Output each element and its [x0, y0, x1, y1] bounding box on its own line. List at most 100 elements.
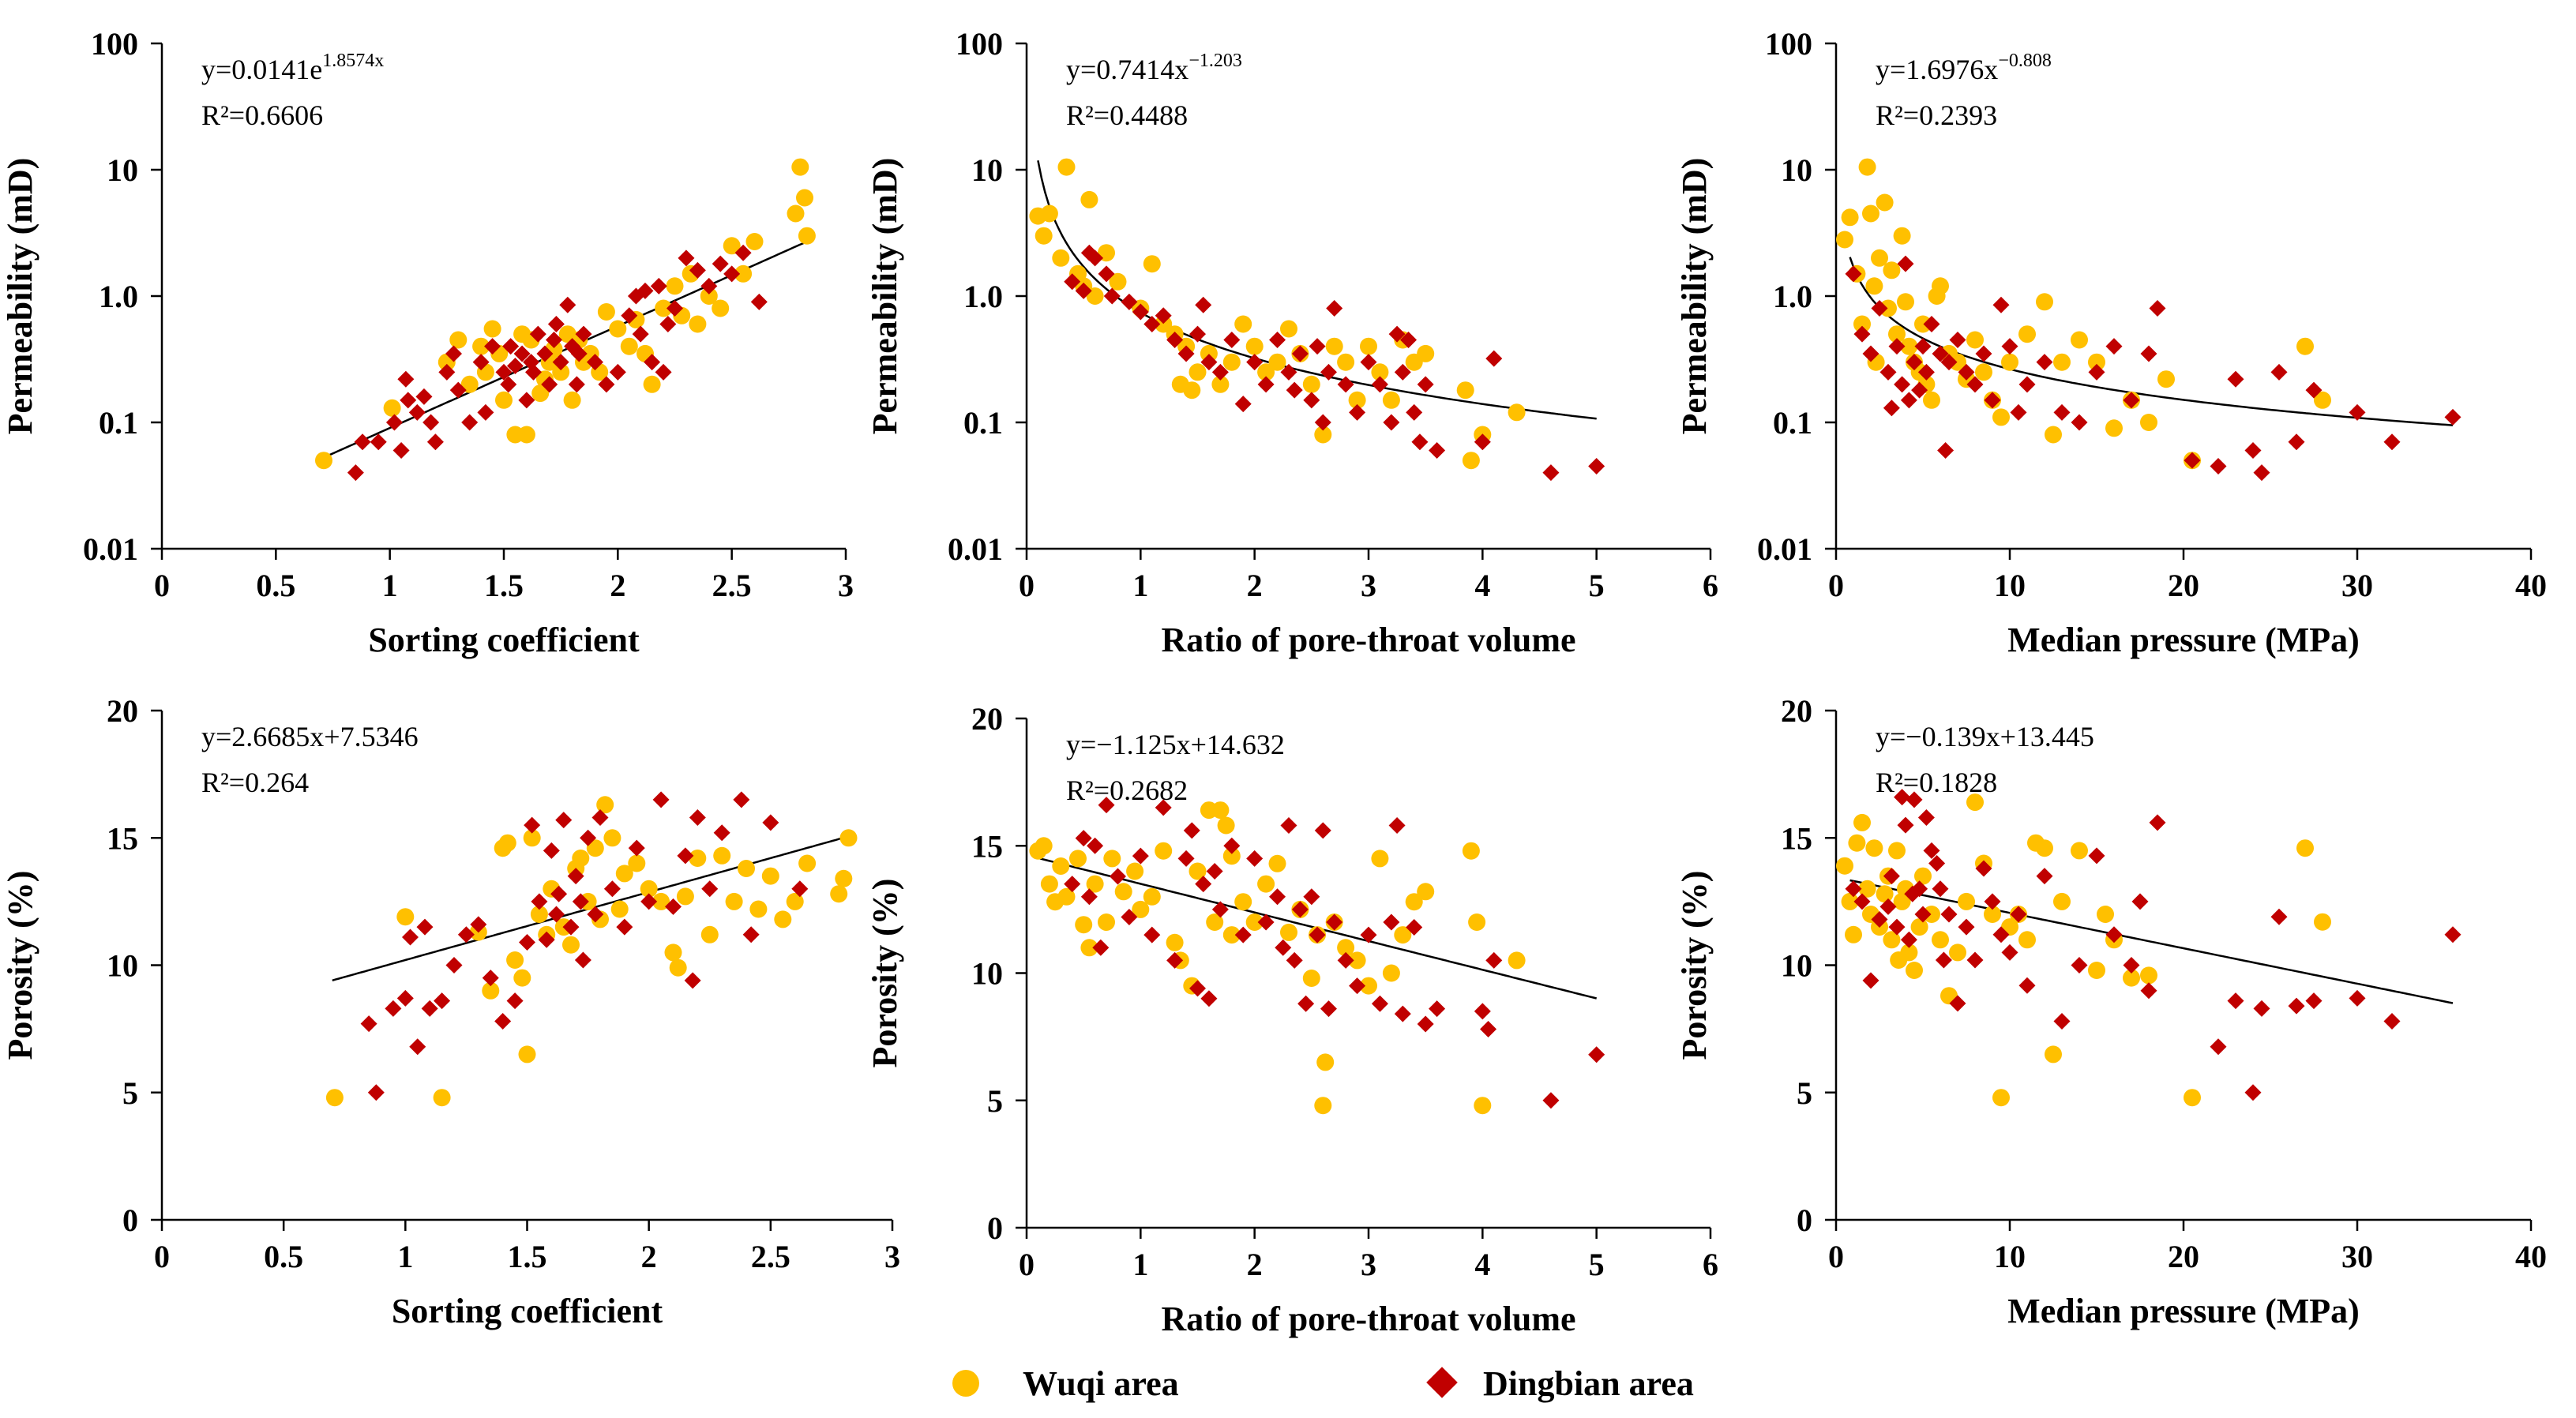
dingbian-point — [1917, 363, 1935, 381]
dingbian-point — [2288, 433, 2305, 451]
dingbian-point — [2036, 354, 2053, 371]
wuqi-point — [669, 958, 687, 977]
dingbian-point — [396, 989, 414, 1007]
y-tick-label: 15 — [1781, 820, 1812, 856]
x-tick-label: 30 — [2341, 1239, 2373, 1274]
dingbian-point — [1183, 822, 1200, 839]
y-tick-label: 10 — [107, 948, 138, 984]
dingbian-point — [2227, 370, 2244, 388]
dingbian-point — [1257, 376, 1275, 393]
dingbian-point — [1897, 816, 1914, 834]
wuqi-point — [1268, 353, 1286, 371]
dingbian-point — [1588, 457, 1605, 475]
dingbian-point — [461, 414, 479, 431]
dingbian-point — [1234, 396, 1252, 413]
dingbian-point — [1337, 376, 1354, 393]
dingbian-point — [1223, 837, 1241, 854]
dingbian-point — [628, 839, 645, 857]
dingbian-point — [536, 345, 554, 362]
y-tick-label: 5 — [1797, 1075, 1812, 1111]
wuqi-point — [563, 391, 581, 409]
dingbian-point — [1975, 345, 1992, 362]
wuqi-point — [1371, 850, 1389, 868]
dingbian-point — [1871, 910, 1888, 928]
dingbian-point — [1206, 863, 1223, 880]
y-tick-label: 5 — [122, 1075, 138, 1111]
dingbian-point — [1075, 282, 1092, 299]
wuqi-point — [2140, 414, 2157, 431]
wuqi-point — [517, 426, 535, 444]
wuqi-point — [1474, 1097, 1492, 1115]
wuqi-point — [1394, 926, 1412, 944]
x-tick-label: 5 — [1589, 568, 1605, 603]
dingbian-point — [1388, 325, 1406, 343]
wuqi-point — [787, 204, 805, 223]
dingbian-point — [723, 265, 741, 283]
y-tick-label: 20 — [1781, 693, 1812, 729]
dingbian-point — [502, 338, 520, 355]
wuqi-point — [2045, 1045, 2062, 1064]
dingbian-point — [392, 441, 410, 459]
dingbian-point — [1087, 837, 1104, 854]
dingbian-point — [689, 808, 706, 826]
y-tick-label: 20 — [971, 701, 1003, 737]
dingbian-point — [1320, 363, 1337, 381]
x-axis-title: Ratio of pore-throat volume — [1161, 621, 1575, 659]
wuqi-point — [1845, 925, 1862, 943]
wuqi-point — [1890, 951, 1908, 969]
dingbian-point — [689, 261, 706, 279]
dingbian-point — [587, 906, 604, 923]
wuqi-point — [1862, 204, 1879, 223]
wuqi-point — [1906, 962, 1923, 979]
x-tick-label: 3 — [838, 568, 854, 603]
trend-equation-exponent: −0.808 — [1998, 51, 2052, 71]
dingbian-point — [700, 277, 718, 294]
dingbian-point — [1897, 255, 1914, 272]
dingbian-point — [495, 363, 513, 381]
wuqi-point — [2314, 913, 2331, 931]
dingbian-point — [667, 300, 683, 317]
dingbian-point — [1923, 842, 1940, 859]
dingbian-point — [1291, 901, 1309, 918]
dingbian-point — [762, 814, 779, 831]
y-tick-label: 20 — [107, 693, 138, 729]
dingbian-point — [636, 282, 654, 299]
dingbian-point — [1958, 363, 1975, 381]
dingbian-point — [1195, 876, 1212, 893]
dingbian-point — [2244, 1084, 2262, 1101]
dingbian-point — [1189, 325, 1206, 343]
dingbian-point — [500, 376, 517, 393]
dingbian-point — [1928, 855, 1946, 872]
wuqi-point — [609, 320, 627, 338]
wuqi-point — [1876, 885, 1894, 903]
chart-poro-ratio: 0 1 2 3 4 5 6 0 5 10 15 20 Ratio of pore-throat volu… — [866, 701, 1718, 1338]
wuqi-point — [1114, 883, 1132, 901]
dingbian-point — [1975, 860, 1992, 877]
wuqi-point — [1360, 977, 1377, 995]
dingbian-point — [678, 249, 695, 267]
wuqi-point — [1958, 892, 1975, 910]
dingbian-point — [347, 464, 364, 482]
dingbian-point — [2036, 868, 2053, 885]
wuqi-point — [1268, 854, 1286, 872]
dingbian-point — [1314, 822, 1331, 839]
dingbian-point — [1155, 799, 1172, 816]
dingbian-point — [559, 296, 576, 313]
dingbian-point — [1932, 880, 1949, 898]
wuqi-point — [1222, 353, 1241, 371]
dingbian-point — [2305, 381, 2323, 399]
wuqi-point — [1234, 893, 1252, 911]
wuqi-point — [1984, 906, 2001, 923]
wuqi-point — [1848, 834, 1866, 852]
wuqi-point — [1069, 850, 1087, 868]
dingbian-point — [438, 363, 456, 381]
chart-perm-pressure: 0 10 20 30 40 0.01 0.1 1.0 10 100 Median pressure … — [1675, 26, 2547, 659]
wuqi-point — [1841, 892, 1859, 910]
dingbian-point — [1087, 249, 1104, 267]
dingbian-point — [1474, 1003, 1491, 1020]
wuqi-point — [1966, 793, 1984, 812]
dingbian-point — [1588, 1046, 1605, 1064]
wuqi-point — [2088, 962, 2105, 979]
dingbian-point — [621, 307, 638, 324]
x-tick-label: 0 — [1019, 1247, 1035, 1282]
